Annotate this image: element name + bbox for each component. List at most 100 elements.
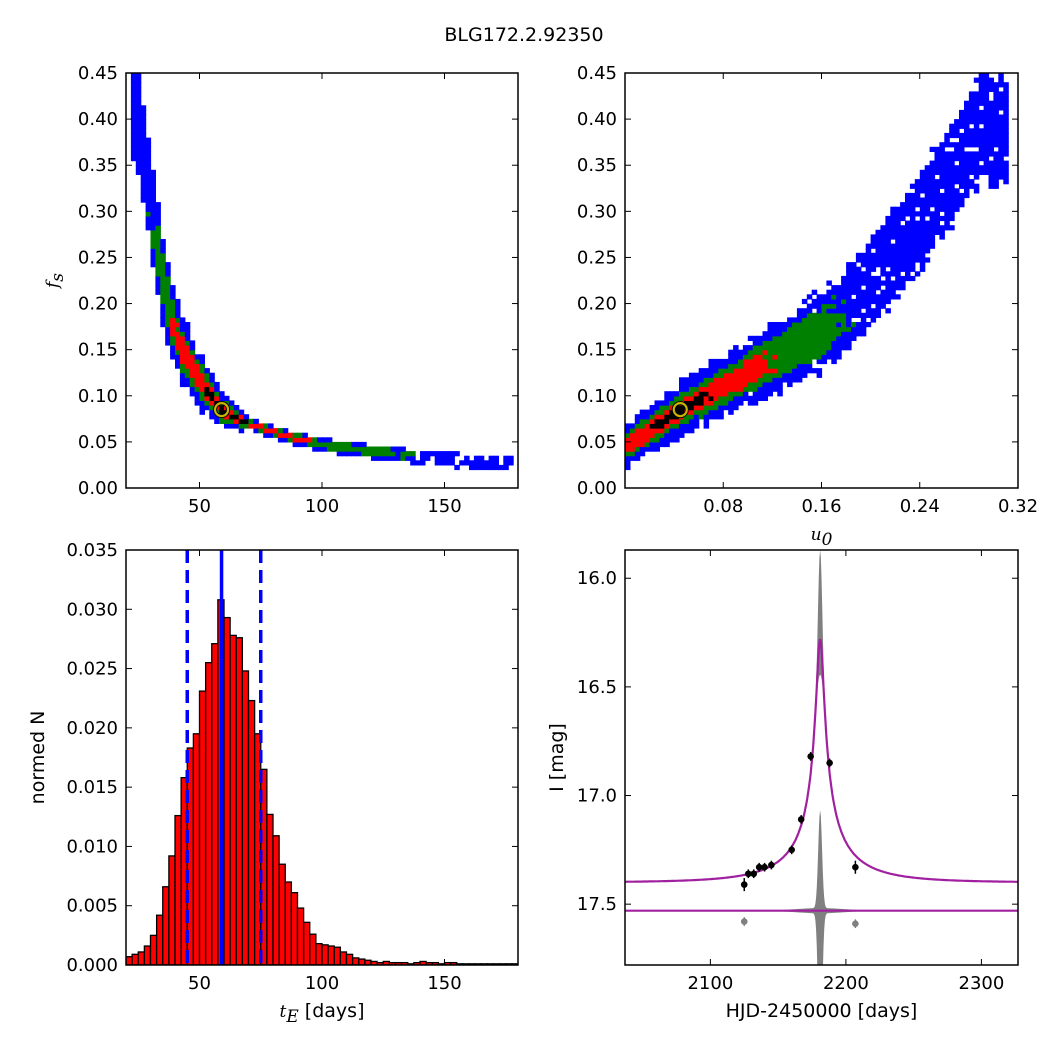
- density-cell: [964, 156, 970, 162]
- density-cell: [831, 354, 837, 360]
- density-cell: [949, 156, 955, 162]
- density-cell: [860, 326, 867, 332]
- density-cell: [654, 414, 660, 420]
- density-cell: [787, 335, 793, 341]
- density-cell: [880, 248, 886, 254]
- density-cell: [165, 262, 171, 268]
- density-cell: [890, 280, 896, 286]
- density-cell: [836, 331, 842, 337]
- density-cell: [1003, 151, 1009, 157]
- density-cell: [160, 317, 166, 323]
- density-cell: [155, 262, 161, 268]
- density-cell: [851, 266, 857, 272]
- density-cell: [508, 455, 514, 461]
- density-cell: [395, 455, 401, 461]
- density-cell: [796, 326, 803, 332]
- y-axis-label: fs: [43, 273, 68, 290]
- density-cell: [772, 335, 778, 341]
- density-cell: [277, 432, 284, 438]
- density-cell: [762, 363, 768, 369]
- density-cell: [130, 109, 137, 116]
- density-cell: [796, 354, 803, 360]
- density-cell: [885, 262, 891, 268]
- density-cell: [297, 437, 303, 443]
- density-cell: [282, 437, 289, 443]
- density-cell: [688, 414, 695, 420]
- density-cell: [738, 354, 744, 360]
- density-cell: [175, 308, 181, 314]
- density-cell: [688, 391, 695, 397]
- density-cell: [649, 437, 656, 443]
- density-cell: [747, 345, 754, 351]
- density-cell: [851, 326, 857, 332]
- density-cell: [998, 128, 1004, 134]
- density-cell: [993, 119, 999, 125]
- density-cell: [900, 225, 906, 231]
- density-cell: [194, 363, 201, 369]
- density-cell: [939, 229, 945, 235]
- density-cell: [934, 169, 940, 175]
- density-cell: [708, 391, 714, 397]
- density-cell: [959, 174, 965, 180]
- density-cell: [488, 460, 495, 466]
- density-cell: [811, 335, 818, 341]
- density-cell: [890, 266, 896, 272]
- density-cell: [733, 372, 739, 378]
- density-cell: [179, 317, 186, 323]
- density-cell: [341, 441, 348, 448]
- density-cell: [634, 455, 641, 461]
- density-cell: [816, 358, 823, 365]
- density-cell: [860, 303, 867, 309]
- density-cell: [209, 409, 215, 415]
- y-tick-label: 0.40: [78, 109, 118, 130]
- density-cell: [875, 312, 881, 318]
- density-cell: [718, 381, 724, 388]
- density-cell: [801, 372, 808, 378]
- density-cell: [870, 257, 877, 263]
- density-cell: [738, 400, 744, 406]
- density-cell: [634, 451, 641, 457]
- density-cell: [841, 340, 847, 346]
- density-cell: [792, 377, 798, 383]
- density-cell: [924, 234, 931, 240]
- density-cell: [865, 252, 872, 258]
- density-cell: [728, 363, 734, 369]
- density-cell: [135, 96, 142, 102]
- density-cell: [964, 128, 970, 134]
- density-cell: [233, 414, 240, 420]
- density-cell: [865, 243, 872, 249]
- density-cell: [179, 322, 186, 328]
- density-cell: [934, 179, 940, 185]
- density-cell: [865, 262, 872, 268]
- density-cell: [145, 174, 152, 180]
- density-cell: [434, 451, 441, 457]
- density-cell: [150, 248, 156, 254]
- y-tick-label: 0.05: [577, 432, 617, 453]
- density-cell: [944, 142, 950, 148]
- density-cell: [762, 395, 768, 401]
- density-cell: [998, 119, 1004, 125]
- density-cell: [909, 229, 916, 235]
- density-cell: [1003, 142, 1009, 148]
- density-cell: [209, 400, 215, 406]
- density-cell: [688, 377, 695, 383]
- density-cell: [150, 234, 156, 240]
- density-cell: [204, 400, 210, 406]
- density-cell: [410, 460, 416, 466]
- density-cell: [654, 405, 660, 411]
- density-cell: [993, 82, 999, 88]
- density-cell: [199, 409, 205, 415]
- histogram-bar: [155, 914, 164, 965]
- density-cell: [811, 289, 818, 295]
- density-cell: [787, 331, 793, 337]
- density-cell: [150, 257, 156, 263]
- density-cell: [954, 179, 960, 185]
- density-cell: [801, 354, 808, 360]
- density-cell: [209, 386, 215, 392]
- density-cell: [998, 73, 1004, 79]
- density-cell: [934, 183, 940, 189]
- density-cell: [160, 243, 166, 249]
- density-cell: [385, 451, 392, 457]
- density-cell: [924, 211, 931, 217]
- density-cell: [322, 441, 328, 448]
